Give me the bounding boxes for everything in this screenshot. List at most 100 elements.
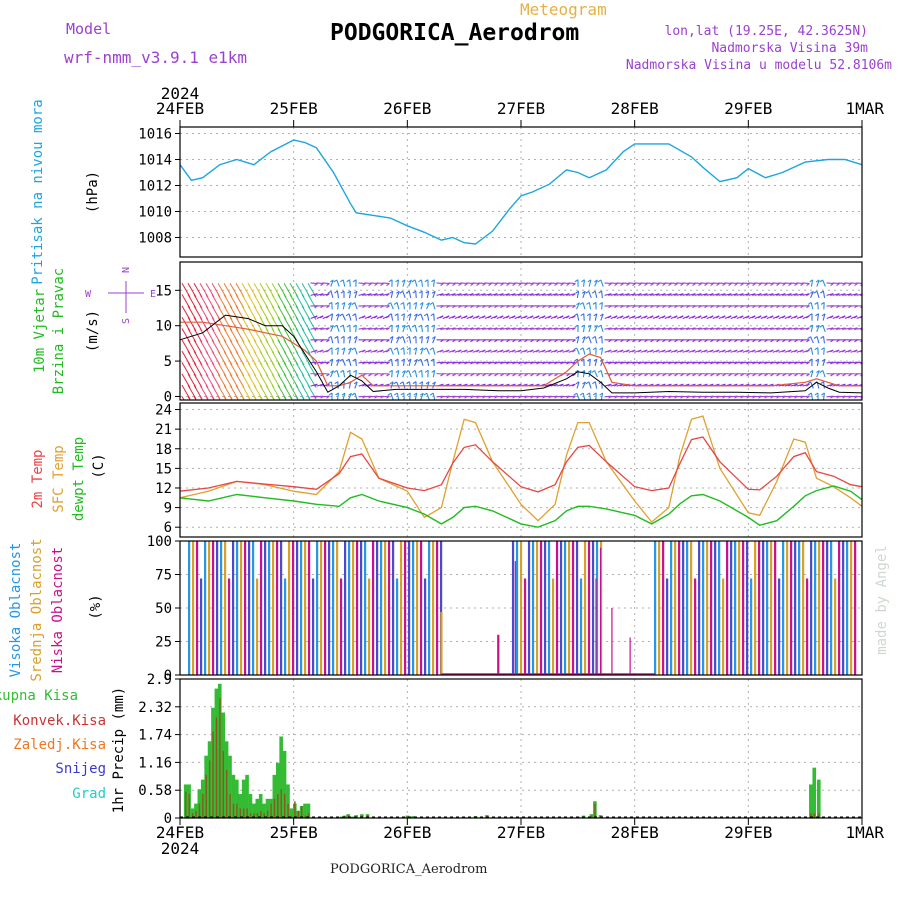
wind-arrow-head — [572, 339, 576, 343]
model-label: Model — [66, 20, 112, 38]
model-name: wrf-nmm_v3.9.1 e1km — [64, 48, 248, 67]
wind-arrow-head — [860, 340, 862, 343]
wind-arrow — [330, 381, 334, 389]
compass-west: W — [85, 289, 92, 300]
wind-arrow-head — [764, 327, 768, 331]
precip-total-bar — [289, 808, 294, 818]
wind-arrow-head — [393, 347, 398, 351]
wind-arrow — [778, 282, 786, 285]
wind-arrow-head — [380, 293, 384, 297]
wind-arrow-head — [464, 373, 468, 377]
precip-conv-bar — [290, 815, 293, 818]
wind-arrow — [448, 395, 456, 398]
wind-arrow-head — [389, 336, 394, 339]
wind-arrow-head — [740, 373, 744, 377]
wind-arrow — [432, 336, 436, 344]
wind-arrow-head — [347, 290, 351, 294]
wind-arrow-head — [548, 283, 552, 286]
precip-conv-bar — [212, 731, 214, 818]
wind-arrow-head — [806, 293, 810, 297]
wind-arrow — [520, 395, 528, 398]
wind-arrow — [664, 395, 672, 398]
wind-arrow-head — [393, 381, 397, 385]
wind-arrow — [355, 358, 357, 367]
wind-arrow-head — [698, 283, 702, 286]
precip-conv-bar — [208, 760, 211, 818]
wind-arrow-head — [704, 293, 708, 297]
wind-arrow-head — [475, 315, 480, 319]
wind-arrow-head — [542, 283, 546, 286]
wind-arrow-head — [335, 347, 339, 351]
wind-arrow — [604, 395, 612, 398]
wind-arrow-head — [808, 313, 813, 317]
wind-arrow-head — [662, 373, 666, 377]
wind-arrow-head — [788, 283, 792, 286]
wind-arrow-head — [800, 383, 804, 387]
wind-arrow — [562, 395, 570, 398]
wind-arrow — [730, 395, 738, 398]
wind-arrow — [414, 324, 418, 333]
wind-arrow-head — [751, 315, 756, 319]
year-label-bottom: 2024 — [161, 839, 200, 858]
grid-layer — [180, 127, 862, 818]
wind-arrow-head — [770, 293, 774, 297]
wind-arrow-head — [524, 327, 528, 331]
precip-total-bar — [809, 784, 813, 818]
wind-arrow-head — [362, 327, 366, 331]
wind-arrow — [402, 358, 406, 367]
wind-arrow — [822, 279, 826, 287]
wind-arrow-head — [512, 293, 516, 297]
wind-arrow-head — [406, 381, 410, 385]
wind-gust-line — [180, 321, 862, 387]
wind-arrow-head — [560, 361, 564, 365]
wind-arrow — [342, 302, 346, 310]
wind-arrow-head — [406, 347, 411, 351]
wind-arrow-head — [548, 327, 552, 331]
wind-arrow-head — [794, 361, 798, 365]
wind-arrow — [634, 395, 642, 398]
precip-conv-bar — [256, 813, 259, 818]
wind-arrow — [544, 395, 552, 398]
wind-arrow-head — [722, 349, 726, 353]
wind-arrow — [822, 370, 826, 378]
wind-arrow-head — [566, 283, 570, 286]
wind-arrow — [810, 291, 814, 298]
wind-arrow-head — [494, 373, 498, 377]
wind-arrow-head — [387, 392, 392, 396]
wind-arrow-head — [686, 361, 690, 365]
wind-arrow-head — [476, 361, 480, 365]
wind-arrow — [421, 324, 423, 333]
precip-conv-bar — [294, 801, 296, 818]
wind-arrow-head — [728, 327, 732, 331]
wind-arrow — [676, 282, 684, 285]
wind-arrow — [330, 291, 334, 299]
precip-conv-bar — [198, 803, 201, 818]
wind-arrow-head — [668, 327, 672, 331]
wind-arrow-head — [476, 349, 480, 353]
wind-arrow-head — [674, 293, 678, 297]
wind-arrow-head — [686, 283, 690, 286]
wind-arrow-head — [758, 327, 762, 331]
wind-arrow-head — [411, 324, 416, 328]
wind-arrow-head — [451, 315, 456, 319]
wind-arrow — [822, 313, 826, 321]
wind-arrow — [514, 395, 522, 398]
wind-arrow — [364, 395, 372, 398]
wind-arrow — [664, 282, 672, 285]
precip-conv-bar — [818, 813, 820, 818]
wind-arrow-head — [722, 283, 726, 286]
total-rain-label: Ukupna Kisa — [0, 688, 78, 704]
wind-arrow-head — [476, 293, 480, 297]
wind-arrow — [396, 336, 400, 344]
wind-arrow — [396, 291, 400, 299]
wind-arrow-head — [580, 313, 585, 317]
wind-arrow-head — [530, 283, 534, 286]
text-layer: 1008101010121014101605101569121518212402… — [0, 84, 890, 858]
wind-arrow-head — [614, 327, 618, 331]
wind-arrow-head — [572, 283, 576, 286]
wind-arrow — [414, 392, 418, 400]
wind-arrow — [594, 336, 598, 344]
cloud-high-title: Visoka Oblacnost — [8, 543, 24, 678]
wind-arrow-head — [746, 327, 750, 331]
wind-arrow-head — [728, 293, 732, 297]
